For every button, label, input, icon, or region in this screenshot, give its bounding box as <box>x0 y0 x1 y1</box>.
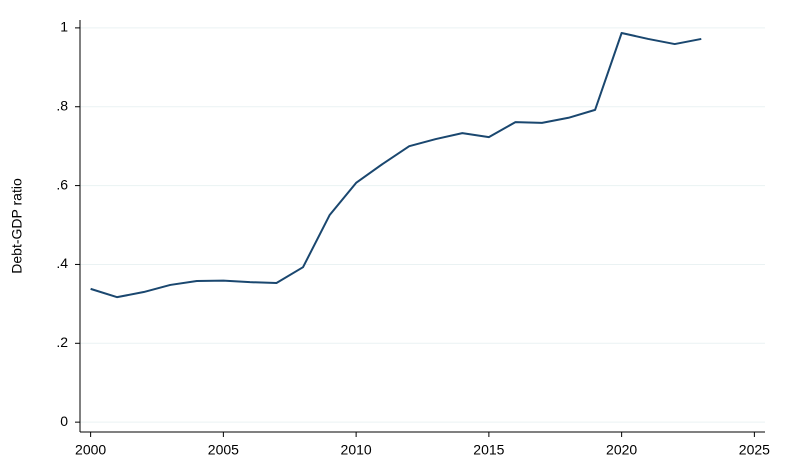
x-tick-label: 2010 <box>341 442 372 458</box>
y-tick-label: 0 <box>60 413 68 429</box>
x-tick-label: 2000 <box>75 442 106 458</box>
y-tick-label: .4 <box>56 255 68 271</box>
data-line <box>90 32 702 299</box>
y-axis-label: Debt-GDP ratio <box>9 178 25 274</box>
y-tick-label: .8 <box>56 97 68 113</box>
y-tick-label: .2 <box>56 334 68 350</box>
y-tick-label: .6 <box>56 176 68 192</box>
x-tick-label: 2005 <box>208 442 239 458</box>
x-tick-label: 2015 <box>473 442 504 458</box>
x-tick-label: 2025 <box>739 442 770 458</box>
x-tick-label: 2020 <box>606 442 637 458</box>
y-tick-label: 1 <box>60 19 68 35</box>
